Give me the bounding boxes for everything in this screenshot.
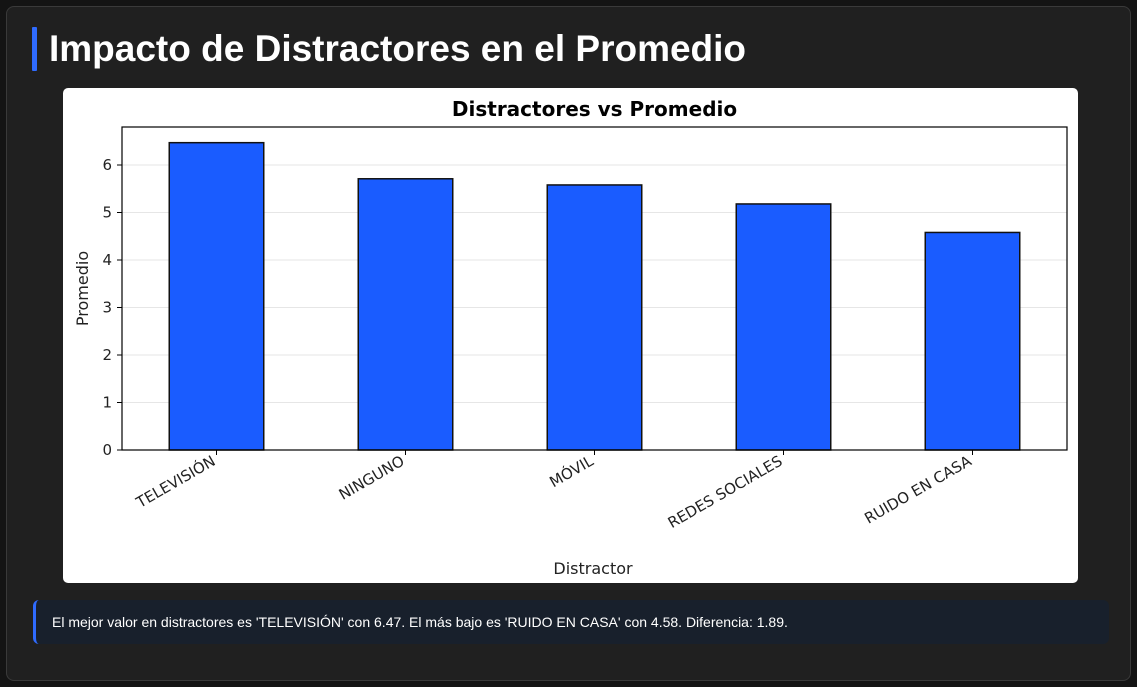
- insight-callout: El mejor valor en distractores es 'TELEV…: [33, 600, 1109, 644]
- x-axis-ticks: TELEVISIÓN NINGUNO MÓVIL REDES SOCIALES RUID…: [132, 450, 975, 532]
- x-tick-label: TELEVISIÓN: [132, 451, 219, 512]
- chart-title: Distractores vs Promedio: [452, 97, 737, 121]
- y-tick-label: 6: [102, 156, 112, 174]
- x-tick-label: REDES SOCIALES: [665, 452, 786, 532]
- chart-panel: Distractores vs Promedio 0 1 2 3 4 5 6 TELEVIS…: [63, 88, 1078, 583]
- bar-redes-sociales: [735, 203, 832, 451]
- y-tick-label: 4: [102, 251, 112, 269]
- y-tick-label: 3: [102, 299, 112, 317]
- page-title: Impacto de Distractores en el Promedio: [49, 28, 747, 69]
- y-axis-ticks: 0 1 2 3 4 5 6: [102, 156, 122, 459]
- bar-ruido-en-casa: [924, 231, 1021, 451]
- x-axis-label: Distractor: [553, 559, 633, 578]
- y-tick-label: 0: [102, 441, 112, 459]
- page-header: Impacto de Distractores en el Promedio: [32, 27, 746, 71]
- y-tick-label: 1: [102, 394, 112, 412]
- bar-televisión: [168, 141, 265, 451]
- bar-layer: [168, 141, 1021, 451]
- y-tick-label: 5: [102, 204, 112, 222]
- bar-ninguno: [357, 178, 454, 451]
- bar-chart: Distractores vs Promedio 0 1 2 3 4 5 6 TELEVIS…: [73, 97, 1068, 578]
- insight-text: El mejor valor en distractores es 'TELEV…: [52, 614, 788, 630]
- y-axis-label: Promedio: [73, 251, 92, 326]
- x-tick-label: RUIDO EN CASA: [861, 452, 975, 528]
- bar-móvil: [546, 184, 643, 451]
- x-tick-label: MÓVIL: [546, 451, 597, 492]
- dashboard-card: Impacto de Distractores en el Promedio D…: [6, 6, 1131, 681]
- title-accent-bar: [32, 27, 37, 71]
- x-tick-label: NINGUNO: [336, 452, 408, 504]
- y-tick-label: 2: [102, 346, 112, 364]
